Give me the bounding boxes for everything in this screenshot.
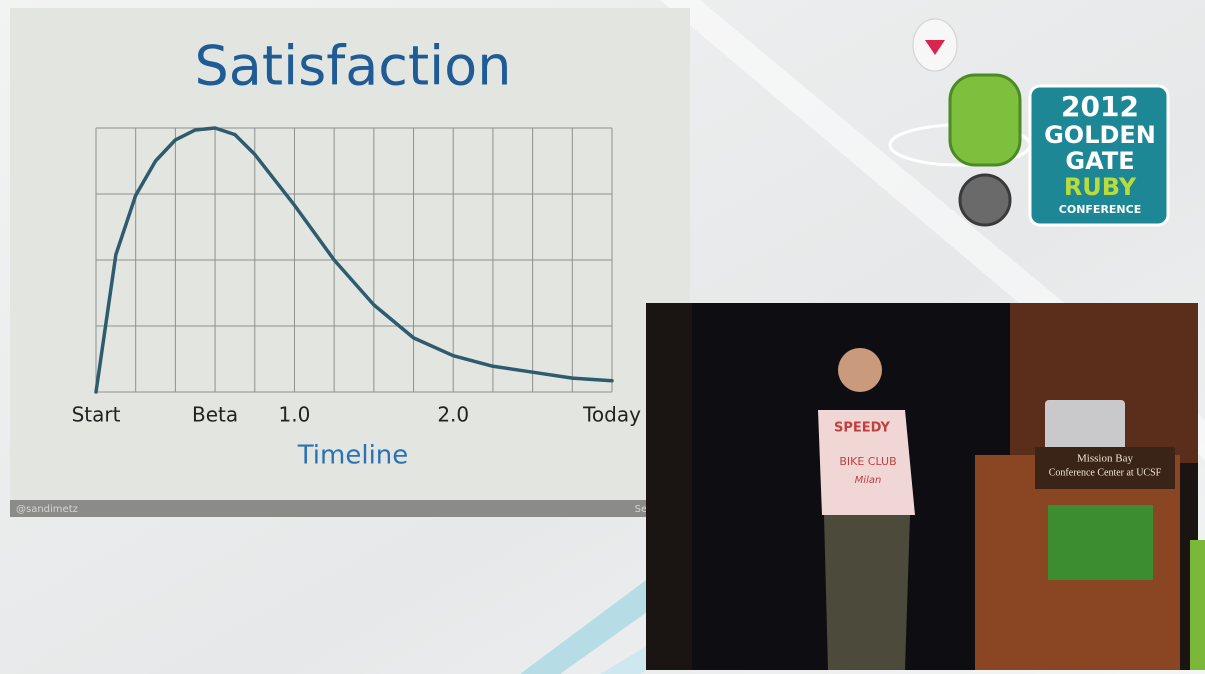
podium-sign: [1035, 447, 1175, 489]
x-axis-label: Timeline: [297, 441, 409, 471]
logo-text: CONFERENCE: [1059, 203, 1141, 216]
slide: [10, 8, 690, 517]
footer-left: @sandimetz: [16, 504, 78, 515]
chart-title: Satisfaction: [195, 35, 512, 98]
ruby-gem: [925, 40, 945, 55]
speaker-head: [838, 348, 882, 392]
x-tick-label: Today: [582, 403, 641, 427]
x-tick-label: Beta: [192, 403, 238, 427]
speaker-pants: [824, 515, 910, 670]
speaker-shirt: [818, 410, 915, 515]
slide-footer: [10, 500, 690, 517]
x-tick-label: Start: [72, 403, 121, 427]
robot: [948, 73, 1022, 167]
shirt-text: Milan: [855, 475, 882, 486]
podium-text: Conference Center at UCSF: [1049, 467, 1162, 478]
robot-wheel: [958, 173, 1012, 227]
side-stripe: [1190, 540, 1205, 670]
video: Mission Bay Conference Center at UCSF SP…: [646, 303, 1205, 670]
laptop: [1045, 400, 1125, 455]
x-tick-label: 1.0: [279, 403, 311, 427]
chart: Start Beta 1.0 2.0 Today: [72, 126, 641, 427]
logo-badge: [1028, 84, 1170, 227]
podium-text: Mission Bay: [1077, 453, 1133, 465]
logo-text: RUBY: [1064, 173, 1137, 201]
line: [94, 126, 614, 394]
logo-text: GATE: [1065, 147, 1134, 175]
podium-poster: [1048, 505, 1153, 580]
x-tick-label: 2.0: [437, 403, 469, 427]
logo-text: GOLDEN: [1044, 121, 1156, 149]
shirt-text: BIKE CLUB: [839, 455, 896, 468]
shirt-text: SPEEDY: [834, 421, 890, 436]
logo: 2012 GOLDEN GATE RUBY CONFERENCE: [888, 18, 1170, 227]
logo-year: 2012: [1061, 90, 1139, 123]
